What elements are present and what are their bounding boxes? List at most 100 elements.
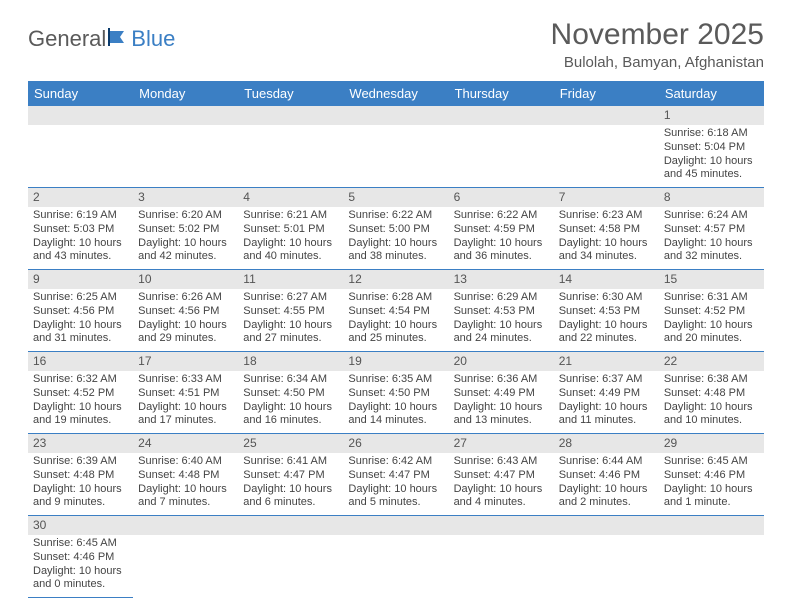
sunrise-text: Sunrise: 6:44 AM — [559, 455, 654, 469]
day2-text: and 14 minutes. — [348, 414, 443, 428]
day1-text: Daylight: 10 hours — [243, 483, 338, 497]
sunrise-text: Sunrise: 6:24 AM — [664, 209, 759, 223]
day-number: 7 — [554, 188, 659, 207]
day-number: 20 — [449, 352, 554, 371]
day2-text: and 5 minutes. — [348, 496, 443, 510]
day1-text: Daylight: 10 hours — [138, 237, 233, 251]
calendar-day-cell: 5Sunrise: 6:22 AMSunset: 5:00 PMDaylight… — [343, 188, 448, 270]
sunset-text: Sunset: 4:52 PM — [664, 305, 759, 319]
calendar-day-cell: 23Sunrise: 6:39 AMSunset: 4:48 PMDayligh… — [28, 434, 133, 516]
sunset-text: Sunset: 5:01 PM — [243, 223, 338, 237]
day-number: 27 — [449, 434, 554, 453]
calendar-day-cell — [554, 106, 659, 188]
sunset-text: Sunset: 4:48 PM — [33, 469, 128, 483]
sunrise-text: Sunrise: 6:32 AM — [33, 373, 128, 387]
day1-text: Daylight: 10 hours — [33, 401, 128, 415]
day1-text: Daylight: 10 hours — [664, 237, 759, 251]
calendar-day-cell — [133, 106, 238, 188]
day2-text: and 4 minutes. — [454, 496, 549, 510]
day2-text: and 7 minutes. — [138, 496, 233, 510]
day2-text: and 0 minutes. — [33, 578, 128, 592]
sunset-text: Sunset: 4:46 PM — [559, 469, 654, 483]
day2-text: and 6 minutes. — [243, 496, 338, 510]
day2-text: and 11 minutes. — [559, 414, 654, 428]
calendar-day-cell — [449, 516, 554, 598]
calendar-day-cell — [343, 106, 448, 188]
day1-text: Daylight: 10 hours — [559, 319, 654, 333]
day1-text: Daylight: 10 hours — [559, 483, 654, 497]
calendar-day-cell: 29Sunrise: 6:45 AMSunset: 4:46 PMDayligh… — [659, 434, 764, 516]
day1-text: Daylight: 10 hours — [348, 483, 443, 497]
sunrise-text: Sunrise: 6:18 AM — [664, 127, 759, 141]
day1-text: Daylight: 10 hours — [664, 319, 759, 333]
day-number: 4 — [238, 188, 343, 207]
day-number: 30 — [28, 516, 133, 535]
day-number: 10 — [133, 270, 238, 289]
day1-text: Daylight: 10 hours — [454, 483, 549, 497]
day-number — [133, 106, 238, 125]
calendar-day-cell: 8Sunrise: 6:24 AMSunset: 4:57 PMDaylight… — [659, 188, 764, 270]
day1-text: Daylight: 10 hours — [454, 319, 549, 333]
sunrise-text: Sunrise: 6:19 AM — [33, 209, 128, 223]
calendar-day-cell: 21Sunrise: 6:37 AMSunset: 4:49 PMDayligh… — [554, 352, 659, 434]
day-number: 6 — [449, 188, 554, 207]
sunrise-text: Sunrise: 6:26 AM — [138, 291, 233, 305]
day2-text: and 29 minutes. — [138, 332, 233, 346]
day2-text: and 20 minutes. — [664, 332, 759, 346]
page-header: General Blue November 2025 Bulolah, Bamy… — [28, 18, 764, 71]
weekday-head: Sunday — [28, 81, 133, 106]
day-number: 3 — [133, 188, 238, 207]
sunrise-text: Sunrise: 6:22 AM — [348, 209, 443, 223]
sunset-text: Sunset: 4:47 PM — [454, 469, 549, 483]
sunset-text: Sunset: 4:47 PM — [348, 469, 443, 483]
sunset-text: Sunset: 4:50 PM — [243, 387, 338, 401]
day-number: 1 — [659, 106, 764, 125]
sunset-text: Sunset: 4:54 PM — [348, 305, 443, 319]
calendar-day-cell: 14Sunrise: 6:30 AMSunset: 4:53 PMDayligh… — [554, 270, 659, 352]
day1-text: Daylight: 10 hours — [454, 237, 549, 251]
calendar-day-cell: 16Sunrise: 6:32 AMSunset: 4:52 PMDayligh… — [28, 352, 133, 434]
sunrise-text: Sunrise: 6:34 AM — [243, 373, 338, 387]
day-number — [554, 106, 659, 125]
calendar-day-cell: 11Sunrise: 6:27 AMSunset: 4:55 PMDayligh… — [238, 270, 343, 352]
day-number — [343, 516, 448, 535]
day1-text: Daylight: 10 hours — [33, 237, 128, 251]
day-number: 11 — [238, 270, 343, 289]
sunset-text: Sunset: 4:47 PM — [243, 469, 338, 483]
day1-text: Daylight: 10 hours — [348, 237, 443, 251]
day1-text: Daylight: 10 hours — [33, 565, 128, 579]
calendar-day-cell: 20Sunrise: 6:36 AMSunset: 4:49 PMDayligh… — [449, 352, 554, 434]
sunrise-text: Sunrise: 6:29 AM — [454, 291, 549, 305]
day2-text: and 24 minutes. — [454, 332, 549, 346]
calendar-day-cell — [133, 516, 238, 598]
day-number: 13 — [449, 270, 554, 289]
day-number: 21 — [554, 352, 659, 371]
sunrise-text: Sunrise: 6:33 AM — [138, 373, 233, 387]
day-number — [133, 516, 238, 535]
calendar-week-row: 1Sunrise: 6:18 AMSunset: 5:04 PMDaylight… — [28, 106, 764, 188]
day-number — [659, 516, 764, 535]
day1-text: Daylight: 10 hours — [664, 401, 759, 415]
logo-text-1: General — [28, 26, 106, 52]
sunset-text: Sunset: 4:56 PM — [33, 305, 128, 319]
calendar-day-cell: 4Sunrise: 6:21 AMSunset: 5:01 PMDaylight… — [238, 188, 343, 270]
day-number: 22 — [659, 352, 764, 371]
calendar-day-cell: 19Sunrise: 6:35 AMSunset: 4:50 PMDayligh… — [343, 352, 448, 434]
day-number: 12 — [343, 270, 448, 289]
sunrise-text: Sunrise: 6:45 AM — [33, 537, 128, 551]
calendar-day-cell: 30Sunrise: 6:45 AMSunset: 4:46 PMDayligh… — [28, 516, 133, 598]
day-number — [28, 106, 133, 125]
calendar-day-cell — [238, 516, 343, 598]
sunrise-text: Sunrise: 6:27 AM — [243, 291, 338, 305]
calendar-day-cell: 13Sunrise: 6:29 AMSunset: 4:53 PMDayligh… — [449, 270, 554, 352]
calendar-day-cell: 6Sunrise: 6:22 AMSunset: 4:59 PMDaylight… — [449, 188, 554, 270]
sunset-text: Sunset: 5:02 PM — [138, 223, 233, 237]
day1-text: Daylight: 10 hours — [559, 237, 654, 251]
calendar-day-cell: 12Sunrise: 6:28 AMSunset: 4:54 PMDayligh… — [343, 270, 448, 352]
logo-text-2: Blue — [131, 26, 175, 52]
sunrise-text: Sunrise: 6:35 AM — [348, 373, 443, 387]
sunrise-text: Sunrise: 6:21 AM — [243, 209, 338, 223]
day2-text: and 36 minutes. — [454, 250, 549, 264]
day-number — [343, 106, 448, 125]
day-number: 19 — [343, 352, 448, 371]
